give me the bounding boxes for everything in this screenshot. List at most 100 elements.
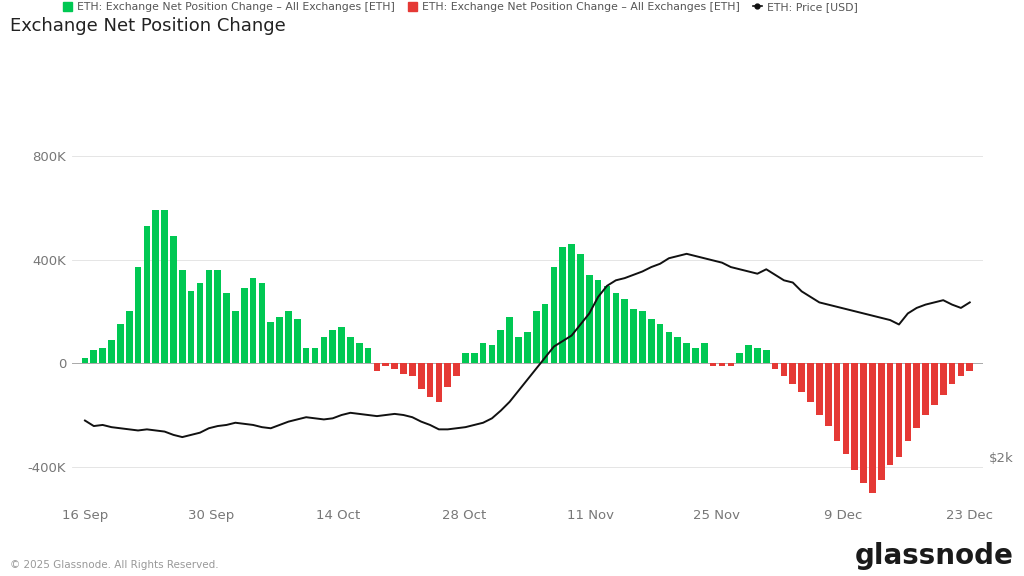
Bar bbox=[223, 293, 229, 363]
Bar bbox=[692, 348, 698, 363]
Bar bbox=[887, 363, 894, 465]
Bar bbox=[551, 267, 557, 363]
Bar bbox=[940, 363, 946, 395]
Bar bbox=[294, 319, 301, 363]
Bar bbox=[524, 332, 530, 363]
Bar bbox=[727, 363, 734, 366]
Bar bbox=[515, 338, 522, 363]
Bar bbox=[904, 363, 911, 441]
Bar bbox=[374, 363, 380, 372]
Text: glassnode: glassnode bbox=[855, 542, 1014, 570]
Bar bbox=[754, 348, 761, 363]
Bar bbox=[365, 348, 372, 363]
Bar bbox=[675, 338, 681, 363]
Bar bbox=[427, 363, 433, 397]
Text: © 2025 Glassnode. All Rights Reserved.: © 2025 Glassnode. All Rights Reserved. bbox=[10, 560, 219, 570]
Bar bbox=[187, 291, 195, 363]
Bar bbox=[834, 363, 841, 441]
Bar bbox=[683, 343, 690, 363]
Bar bbox=[250, 278, 256, 363]
Bar bbox=[949, 363, 955, 384]
Bar bbox=[957, 363, 965, 377]
Bar bbox=[896, 363, 902, 457]
Legend: ETH: Exchange Net Position Change – All Exchanges [ETH], ETH: Exchange Net Posit: ETH: Exchange Net Position Change – All … bbox=[58, 0, 862, 17]
Bar bbox=[303, 348, 309, 363]
Bar bbox=[745, 345, 752, 363]
Bar bbox=[214, 270, 221, 363]
Bar bbox=[206, 270, 212, 363]
Bar bbox=[612, 293, 620, 363]
Bar bbox=[161, 210, 168, 363]
Bar bbox=[532, 312, 540, 363]
Bar bbox=[666, 332, 672, 363]
Bar bbox=[559, 247, 566, 363]
Bar bbox=[153, 210, 159, 363]
Bar bbox=[772, 363, 778, 369]
Bar bbox=[435, 363, 442, 403]
Bar bbox=[347, 338, 353, 363]
Bar bbox=[568, 244, 574, 363]
Bar bbox=[630, 309, 637, 363]
Bar bbox=[143, 226, 151, 363]
Bar bbox=[701, 343, 708, 363]
Bar bbox=[604, 286, 610, 363]
Bar bbox=[869, 363, 876, 493]
Bar bbox=[648, 319, 654, 363]
Bar bbox=[763, 350, 770, 363]
Bar bbox=[471, 353, 477, 363]
Bar bbox=[356, 343, 362, 363]
Bar bbox=[400, 363, 407, 374]
Bar bbox=[90, 350, 97, 363]
Bar bbox=[179, 270, 185, 363]
Bar bbox=[409, 363, 416, 377]
Bar bbox=[444, 363, 451, 387]
Bar bbox=[860, 363, 867, 483]
Bar bbox=[710, 363, 717, 366]
Bar bbox=[506, 317, 513, 363]
Bar bbox=[542, 304, 549, 363]
Bar bbox=[586, 275, 593, 363]
Bar bbox=[825, 363, 831, 426]
Bar bbox=[488, 345, 496, 363]
Bar bbox=[622, 298, 628, 363]
Bar bbox=[391, 363, 398, 369]
Bar bbox=[117, 324, 124, 363]
Bar bbox=[780, 363, 787, 377]
Bar bbox=[418, 363, 425, 389]
Bar bbox=[99, 348, 105, 363]
Bar bbox=[170, 236, 177, 363]
Bar bbox=[931, 363, 938, 405]
Bar bbox=[913, 363, 920, 429]
Bar bbox=[232, 312, 239, 363]
Bar bbox=[454, 363, 460, 377]
Bar bbox=[126, 312, 132, 363]
Bar bbox=[639, 312, 646, 363]
Bar bbox=[109, 340, 115, 363]
Bar bbox=[197, 283, 204, 363]
Bar bbox=[790, 363, 796, 384]
Bar bbox=[843, 363, 849, 454]
Bar bbox=[285, 312, 292, 363]
Bar bbox=[135, 267, 141, 363]
Bar bbox=[807, 363, 814, 403]
Bar bbox=[799, 363, 805, 392]
Bar bbox=[276, 317, 283, 363]
Bar bbox=[719, 363, 725, 366]
Text: Exchange Net Position Change: Exchange Net Position Change bbox=[10, 17, 286, 35]
Bar bbox=[267, 322, 274, 363]
Bar bbox=[736, 353, 743, 363]
Bar bbox=[338, 327, 345, 363]
Bar bbox=[462, 353, 469, 363]
Bar bbox=[967, 363, 973, 372]
Bar bbox=[82, 358, 88, 363]
Bar bbox=[656, 324, 664, 363]
Bar bbox=[595, 281, 601, 363]
Bar bbox=[480, 343, 486, 363]
Bar bbox=[851, 363, 858, 470]
Bar bbox=[498, 329, 504, 363]
Bar bbox=[816, 363, 822, 415]
Bar bbox=[923, 363, 929, 415]
Bar bbox=[311, 348, 318, 363]
Bar bbox=[241, 288, 248, 363]
Bar bbox=[578, 255, 584, 363]
